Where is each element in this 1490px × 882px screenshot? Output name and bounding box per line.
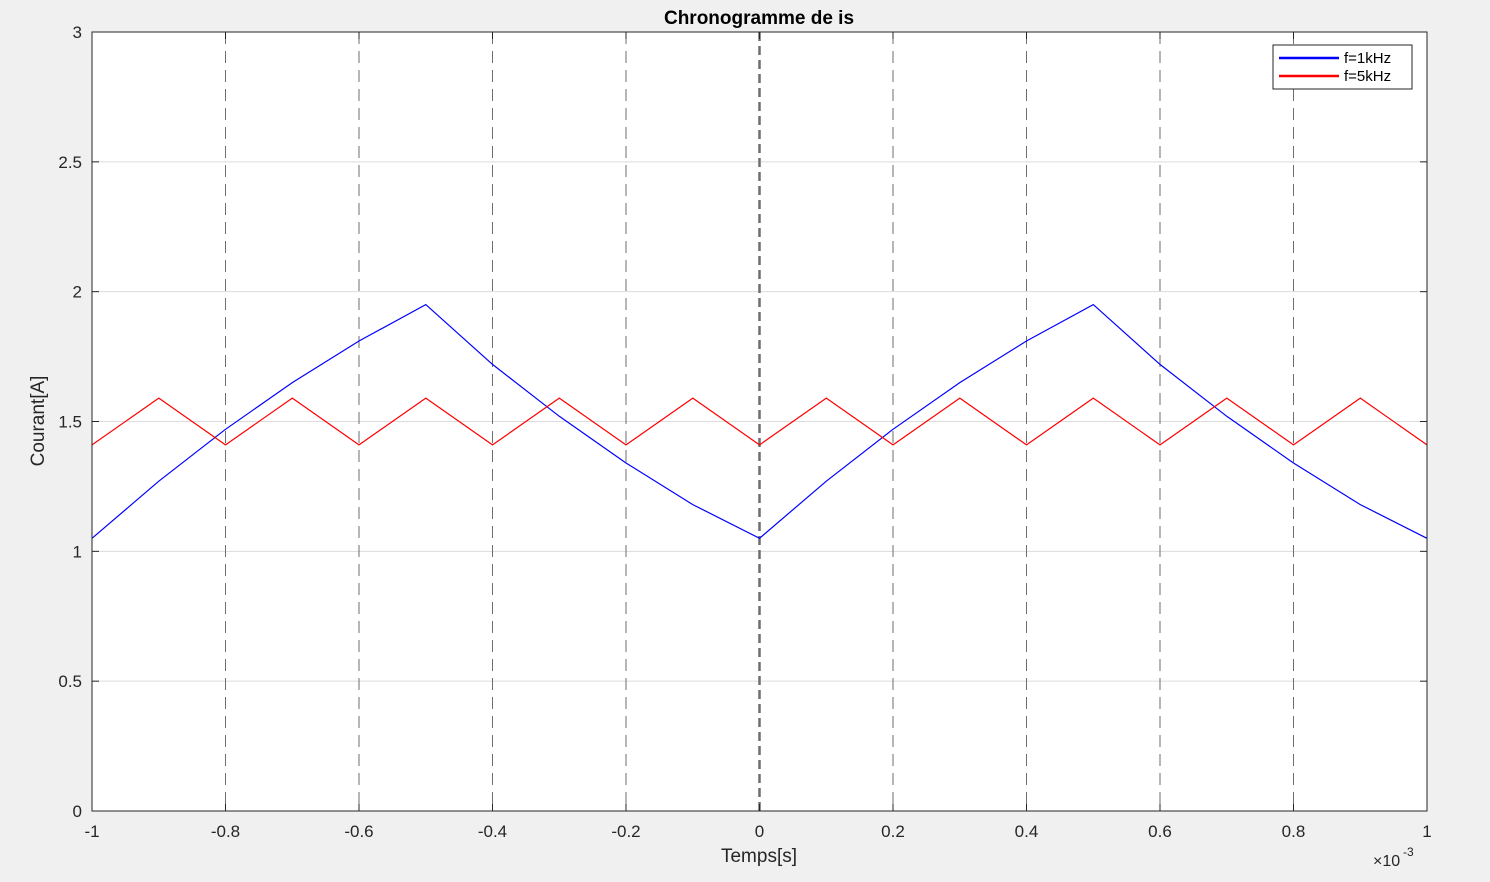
- series-line-f1khz: [91, 303, 1428, 540]
- y-axis-label: Courant[A]: [28, 376, 49, 467]
- y-tick-label-5: 2.5: [58, 153, 82, 172]
- y-tick-label-3: 1.5: [58, 413, 82, 432]
- x-tick-label-2: -0.6: [344, 822, 373, 841]
- x-tick-label-5: 0: [755, 822, 764, 841]
- series-group: [91, 303, 1428, 540]
- legend-box: [1272, 44, 1413, 90]
- y-tick-label-1: 0.5: [58, 672, 82, 691]
- x-tick-label-7: 0.4: [1015, 822, 1039, 841]
- chart-title: Chronogramme de is: [664, 8, 854, 29]
- x-axis-label: Temps[s]: [721, 846, 797, 867]
- legend: f=1kHz f=5kHz: [1272, 44, 1413, 90]
- series-line-f5khz: [91, 397, 1428, 446]
- x-exponent-power: -3: [1403, 845, 1414, 859]
- x-tick-label-9: 0.8: [1282, 822, 1306, 841]
- x-tick-label-3: -0.4: [478, 822, 507, 841]
- legend-label-f5khz: f=5kHz: [1344, 68, 1391, 85]
- legend-label-f1khz: f=1kHz: [1344, 50, 1391, 67]
- x-tick-labels: -1 -0.8 -0.6 -0.4 -0.2 0 0.2 0.4 0.6 0.8 1: [84, 822, 1431, 841]
- vertical-dashed-lines: [91, 32, 1428, 811]
- x-tick-label-1: -0.8: [211, 822, 240, 841]
- tick-marks: [91, 31, 1428, 812]
- x-tick-label-10: 1: [1422, 822, 1431, 841]
- y-tick-labels: 0 0.5 1 1.5 2 2.5 3: [58, 23, 82, 821]
- x-tick-label-0: -1: [84, 822, 99, 841]
- x-tick-label-6: 0.2: [881, 822, 905, 841]
- y-tick-label-6: 3: [73, 23, 82, 42]
- y-tick-label-4: 2: [73, 283, 82, 302]
- y-tick-label-2: 1: [73, 542, 82, 561]
- x-exponent-base: ×10: [1373, 853, 1400, 870]
- x-tick-label-4: -0.2: [611, 822, 640, 841]
- x-tick-label-8: 0.6: [1148, 822, 1172, 841]
- y-tick-label-0: 0: [73, 802, 82, 821]
